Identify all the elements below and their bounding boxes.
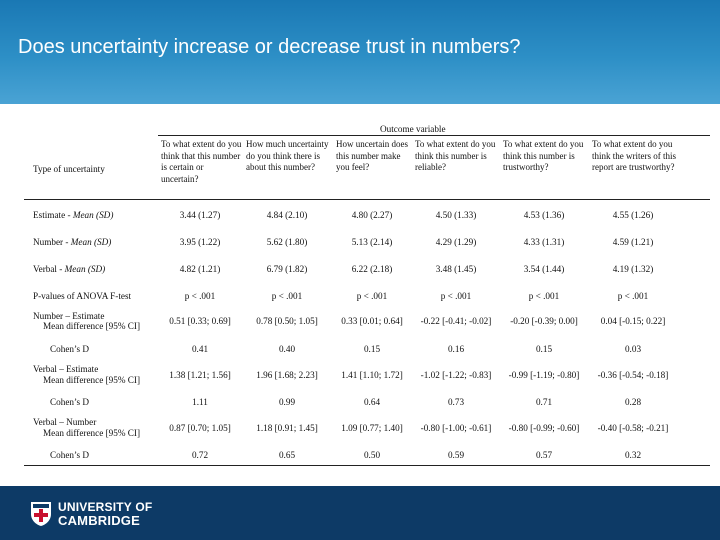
type-of-uncertainty-header: Type of uncertainty [33,164,105,174]
column-header-feel: How uncertain does this number make you … [336,139,408,173]
table-cell: 4.80 (2.27) [351,210,393,220]
table-cell: p < .001 [440,291,472,301]
column-header-trustworthy: To what extent do you think this number … [503,139,584,173]
slide-header: Does uncertainty increase or decrease tr… [0,0,720,104]
table-cell: 0.04 [-0.15; 0.22] [600,316,666,326]
table-cell: 0.16 [447,344,465,354]
table-cell: 5.62 (1.80) [266,237,308,247]
table-cell: 1.96 [1.68; 2.23] [256,370,318,380]
table-cell: 0.65 [278,450,296,460]
table-cell: 4.53 (1.36) [523,210,565,220]
table-cell: 0.03 [624,344,642,354]
row-label-estimate: Estimate - Mean (SD) [33,210,114,220]
row-label-anova: P-values of ANOVA F-test [33,291,132,301]
table-cell: -1.02 [-1.22; -0.83] [420,370,492,380]
table-cell: 3.54 (1.44) [523,264,565,274]
table-cell: 0.57 [535,450,553,460]
table-cell: 0.87 [0.70; 1.05] [169,423,231,433]
outcome-variable-header: Outcome variable [380,124,446,134]
column-header-writers: To what extent do you think the writers … [592,139,676,173]
table-cell: p < .001 [271,291,303,301]
table-cell: 0.78 [0.50; 1.05] [256,316,318,326]
table-cell: 1.11 [192,397,208,407]
table-cell: 4.50 (1.33) [435,210,477,220]
table-cell: 0.32 [624,450,642,460]
row-sublabel-mean-difference: Mean difference [95% CI] [43,428,141,438]
table-cell: -0.40 [-0.58; -0.21] [597,423,669,433]
table-cell: 0.50 [363,450,381,460]
table-cell: p < .001 [356,291,388,301]
row-label-verbal-number: Verbal – Number [33,417,97,427]
row-sublabel-mean-difference: Mean difference [95% CI] [43,375,141,385]
row-label-cohens-d: Cohen’s D [50,344,90,354]
column-header-reliable: To what extent do you think this number … [415,139,496,173]
table-cell: 0.99 [278,397,296,407]
table-cell: p < .001 [528,291,560,301]
header-rule [24,199,710,200]
table-cell: 4.84 (2.10) [266,210,308,220]
row-label-verbal-estimate: Verbal – Estimate [33,364,99,374]
table-cell: -0.20 [-0.39; 0.00] [510,316,578,326]
table-cell: 0.40 [278,344,296,354]
table-cell: 4.29 (1.29) [435,237,477,247]
crest-icon [31,502,51,526]
table-cell: 4.82 (1.21) [179,264,221,274]
table-cell: 0.64 [363,397,381,407]
row-label-verbal: Verbal - Mean (SD) [33,264,106,274]
university-logo: UNIVERSITY OF CAMBRIDGE [30,499,152,529]
bottom-rule [24,465,710,466]
table-cell: 0.15 [363,344,381,354]
table-cell: -0.80 [-0.99; -0.60] [508,423,580,433]
table-cell: 4.55 (1.26) [612,210,654,220]
slide-footer [0,486,720,540]
table-cell: 1.41 [1.10; 1.72] [341,370,403,380]
row-label-number: Number - Mean (SD) [33,237,112,247]
table-cell: 6.22 (2.18) [351,264,393,274]
table-cell: 0.41 [191,344,209,354]
table-cell: 0.73 [447,397,465,407]
column-header-how-much: How much uncertainty do you think there … [246,139,329,173]
row-label-cohens-d: Cohen’s D [50,450,90,460]
table-cell: -0.80 [-1.00; -0.61] [420,423,492,433]
university-name: UNIVERSITY OF CAMBRIDGE [58,500,153,528]
slide-title: Does uncertainty increase or decrease tr… [18,36,521,58]
table-cell: -0.99 [-1.19; -0.80] [508,370,580,380]
table-cell: 0.33 [0.01; 0.64] [341,316,403,326]
top-rule [158,135,710,136]
table-cell: 1.09 [0.77; 1.40] [341,423,403,433]
table-cell: -0.36 [-0.54; -0.18] [597,370,669,380]
results-table: Outcome variable Type of uncertainty To … [24,124,710,466]
table-cell: 1.38 [1.21; 1.56] [169,370,231,380]
table-cell: 4.59 (1.21) [612,237,654,247]
table-cell: 4.33 (1.31) [523,237,565,247]
table-cell: 1.18 [0.91; 1.45] [256,423,318,433]
table-cell: 0.28 [624,397,642,407]
column-header-certain: To what extent do you think that this nu… [161,139,242,184]
table-cell: 0.51 [0.33; 0.69] [169,316,231,326]
table-cell: 4.19 (1.32) [612,264,654,274]
table-cell: 3.48 (1.45) [435,264,477,274]
table-cell: 0.72 [191,450,209,460]
table-cell: 3.44 (1.27) [179,210,221,220]
table-cell: 0.59 [447,450,465,460]
table-cell: p < .001 [617,291,649,301]
row-label-cohens-d: Cohen’s D [50,397,90,407]
table-cell: p < .001 [184,291,216,301]
table-cell: -0.22 [-0.41; -0.02] [420,316,492,326]
table-cell: 0.71 [535,397,553,407]
table-cell: 0.15 [535,344,553,354]
row-sublabel-mean-difference: Mean difference [95% CI] [43,321,141,331]
row-label-number-estimate: Number – Estimate [33,311,105,321]
table-cell: 5.13 (2.14) [351,237,393,247]
table-cell: 3.95 (1.22) [179,237,221,247]
table-cell: 6.79 (1.82) [266,264,308,274]
